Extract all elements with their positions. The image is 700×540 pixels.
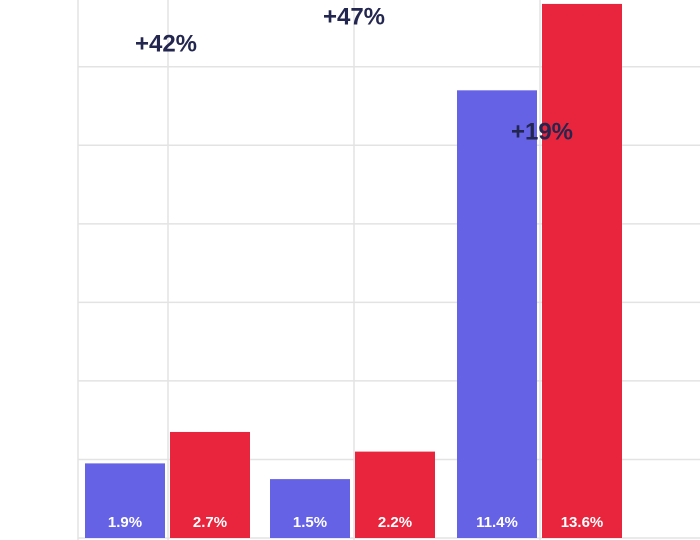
bar bbox=[457, 90, 537, 538]
bar-value-label: 2.2% bbox=[378, 514, 412, 531]
bar bbox=[270, 479, 350, 538]
annotation: +42% bbox=[135, 30, 197, 57]
annotation: +19% bbox=[511, 118, 573, 145]
bar-value-label: 11.4% bbox=[476, 514, 518, 531]
bar-value-label: 13.6% bbox=[561, 514, 604, 531]
bar-value-label: 1.5% bbox=[293, 514, 327, 531]
bar bbox=[170, 431, 250, 538]
bar-value-label: 1.9% bbox=[108, 514, 142, 531]
bar bbox=[542, 3, 622, 539]
bar bbox=[85, 463, 165, 538]
annotation: +47% bbox=[323, 3, 385, 30]
bar bbox=[355, 451, 435, 538]
bar-value-label: 2.7% bbox=[193, 514, 227, 531]
